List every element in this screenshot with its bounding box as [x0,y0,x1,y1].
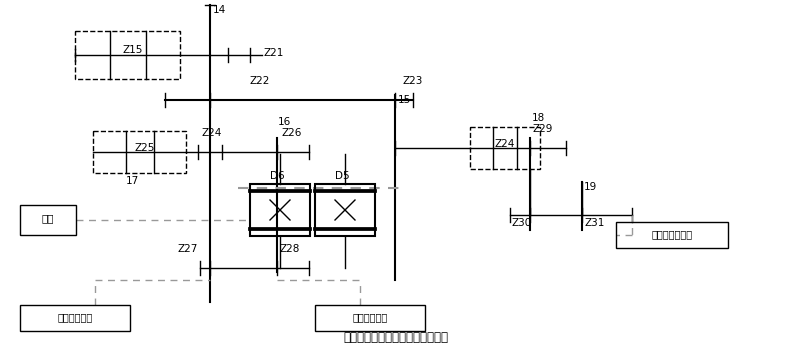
Text: Z26: Z26 [282,128,303,138]
Bar [20,305,130,331]
Text: Z22: Z22 [249,76,270,86]
Text: 包裝機內襯紙切割裝置傳動原理圖: 包裝機內襯紙切割裝置傳動原理圖 [344,331,448,344]
Bar [315,305,425,331]
Text: 15: 15 [398,95,411,105]
Bar [250,184,310,236]
Text: Z21: Z21 [264,48,284,58]
Text: 17: 17 [125,176,139,186]
Bar [315,184,375,236]
Text: Z23: Z23 [403,76,424,86]
Text: Z28: Z28 [280,244,300,254]
Bar [470,127,540,169]
Text: 手轮: 手轮 [42,213,54,223]
Bar [616,222,728,248]
Text: Z31: Z31 [585,218,605,228]
Text: Z24: Z24 [495,139,515,149]
Text: Z27: Z27 [178,244,198,254]
Text: D6: D6 [270,171,284,181]
Text: 14: 14 [213,5,227,15]
Text: 内衬纸输送辊: 内衬纸输送辊 [352,312,387,322]
Bar [75,31,181,79]
Text: Z15: Z15 [123,45,143,55]
Text: D5: D5 [335,171,349,181]
Bar [93,131,186,173]
Text: 19: 19 [584,182,597,192]
Text: 内衬纸切割辊: 内衬纸切割辊 [57,312,93,322]
Text: Z30: Z30 [512,218,532,228]
Text: Z29: Z29 [533,124,554,134]
Text: 内衬纸折痕辊对: 内衬纸折痕辊对 [652,229,692,239]
Text: Z24: Z24 [202,128,223,138]
Text: 18: 18 [532,113,545,123]
Bar [20,205,76,235]
Text: Z25: Z25 [135,143,155,153]
Text: 16: 16 [278,117,291,127]
